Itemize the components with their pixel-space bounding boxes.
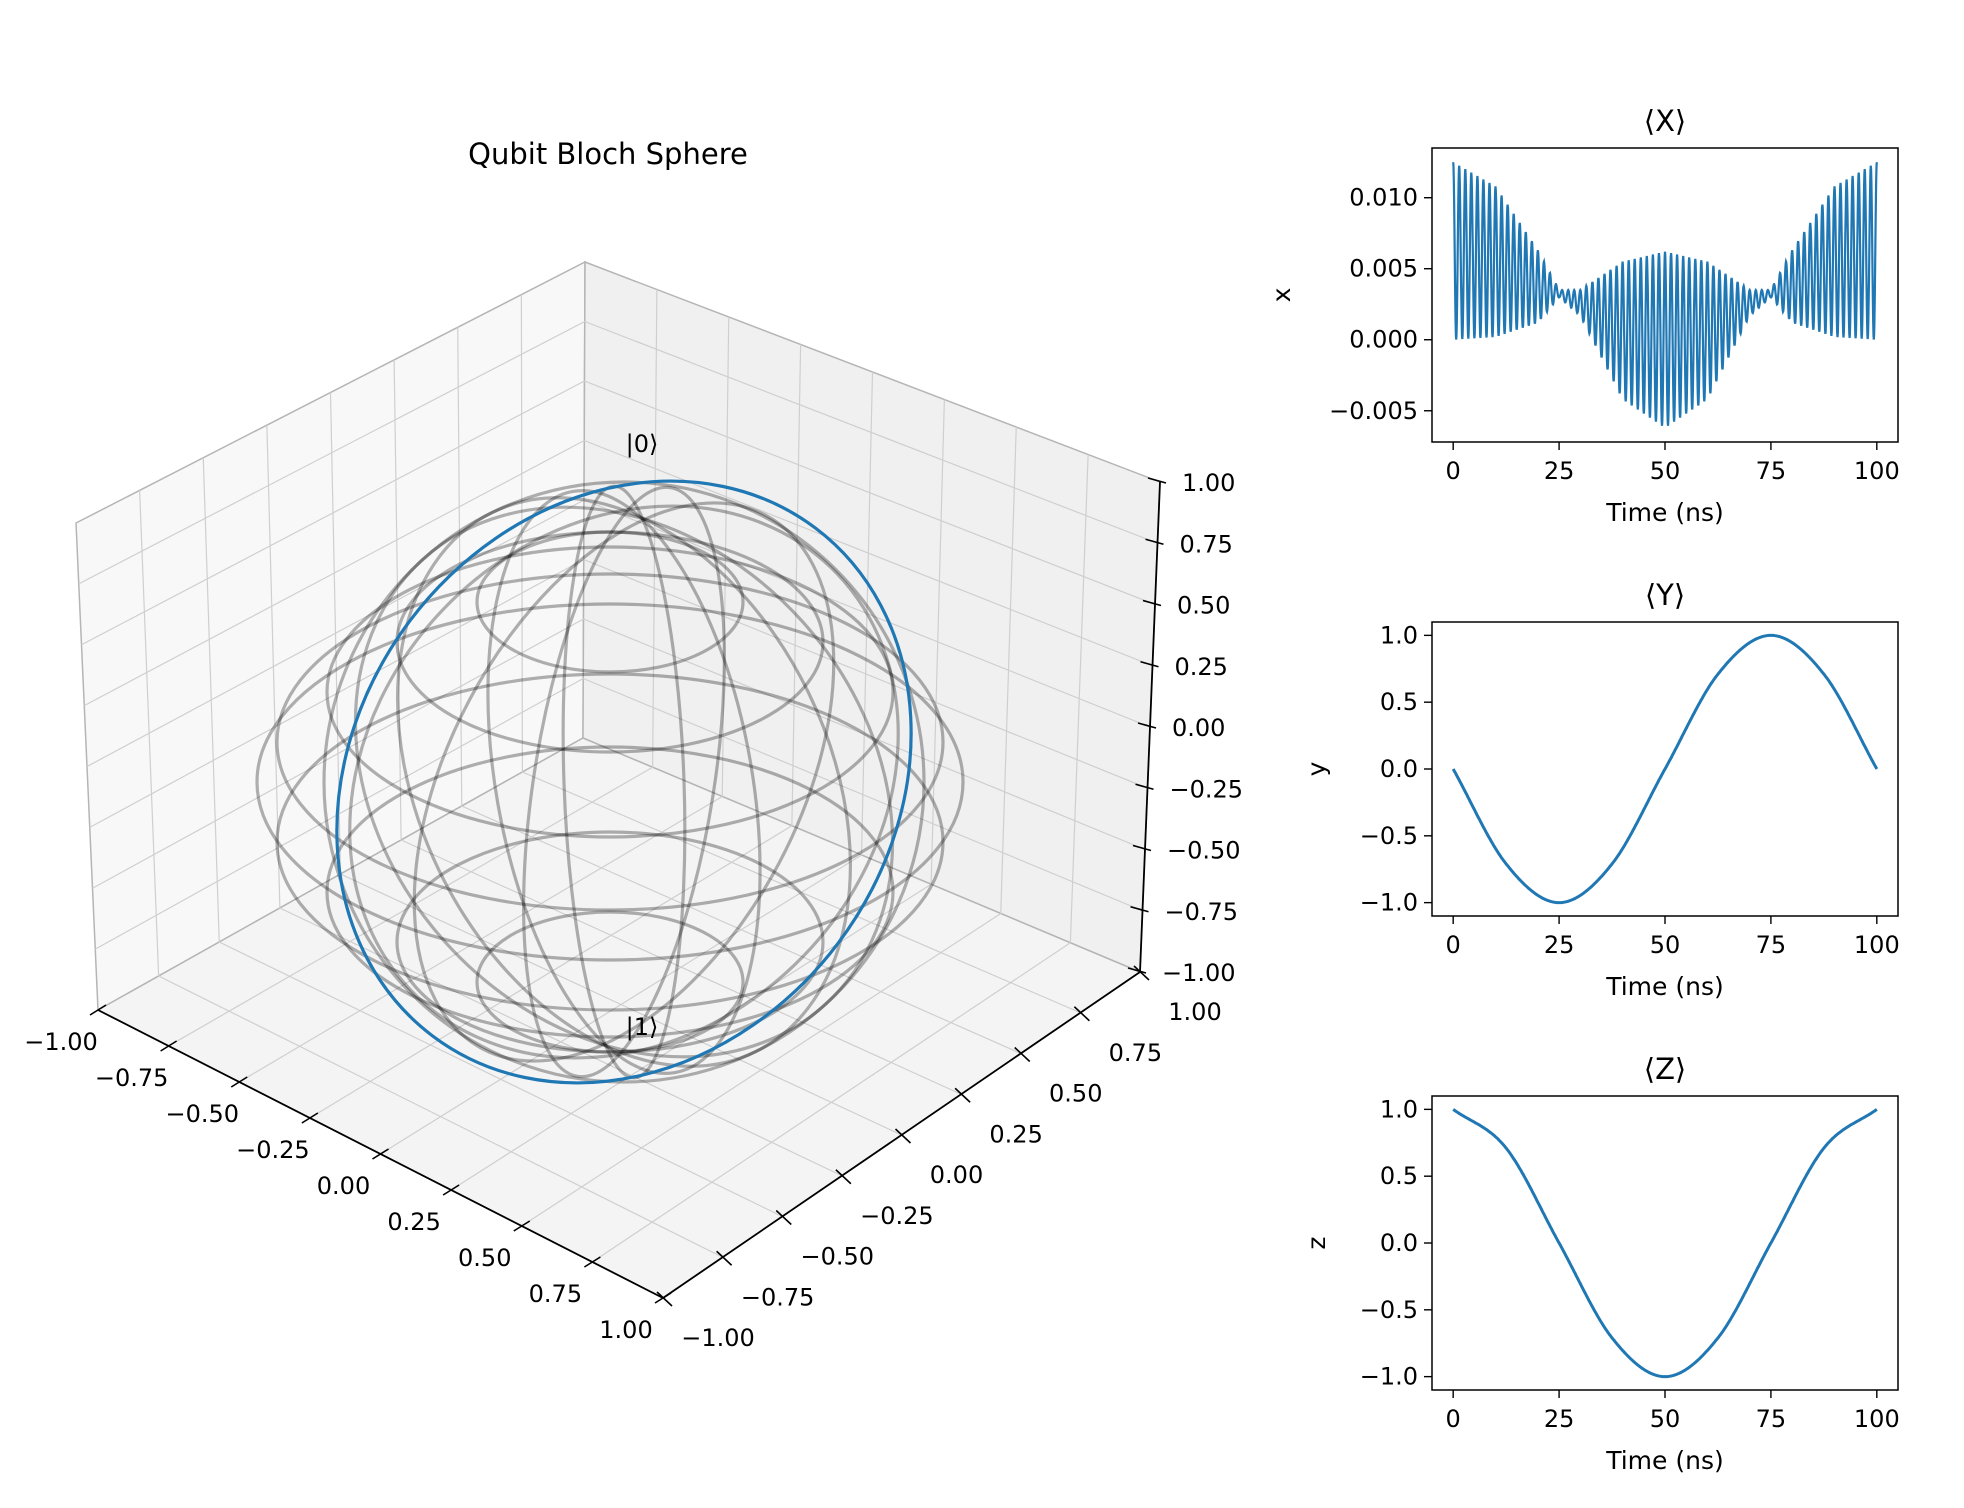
x-tick-label: 0.50 [458,1244,511,1272]
y-tick-label: −0.50 [800,1243,874,1271]
pane-gridlines [78,289,1158,1263]
pole-label-one: |1⟩ [626,1013,659,1041]
y-expectation-line [1451,633,1879,905]
y-tick-label: 0.25 [989,1120,1042,1148]
y-tick-label: −0.25 [860,1202,934,1230]
z-panel-ylabel: z [1302,1236,1331,1249]
x-panel-xlabel: Time (ns) [1605,498,1724,527]
y-tick-label: −0.5 [1360,1296,1418,1324]
y-panel-x-ticks: 0 25 50 75 100 [1446,916,1900,959]
y-panel-ylabel: y [1302,761,1331,776]
x-panel-title: ⟨X⟩ [1644,104,1687,138]
y-tick-label: −0.5 [1360,822,1418,850]
x-panel-y-ticks: −0.005 0.000 0.005 0.010 [1329,184,1432,425]
x-expectation-line [1452,162,1878,426]
x-tick-label: 75 [1756,1405,1787,1433]
y-tick-label: 1.0 [1380,1095,1418,1123]
y-tick-label: −1.00 [681,1324,755,1352]
y-panel-y-ticks: −1.0 −0.5 0.0 0.5 1.0 [1360,621,1432,917]
y-panel-title: ⟨Y⟩ [1645,578,1685,612]
y-tick-label: 0.75 [1109,1039,1162,1067]
x-tick-label: 0.00 [317,1172,370,1200]
y-tick-label: −0.75 [741,1283,815,1311]
x-tick-label: 75 [1756,931,1787,959]
y-tick-label: 1.0 [1380,621,1418,649]
z-tick-label: 0.00 [1172,714,1225,742]
y-tick-label: 0.0 [1380,1229,1418,1257]
z-tick-label: 0.75 [1180,530,1233,558]
x-tick-label: 100 [1854,931,1900,959]
x-tick-label: 0.25 [387,1208,440,1236]
x-panel-x-ticks: 0 25 50 75 100 [1446,442,1900,485]
z-panel-series [1452,1108,1878,1379]
x-tick-label: −1.00 [24,1028,98,1056]
x-tick-label: 1.00 [599,1316,652,1344]
y-tick-label: −0.005 [1329,397,1418,425]
z-tick-label: 0.25 [1175,653,1228,681]
bloch-trajectory [335,479,913,1085]
x-tick-label: −0.25 [236,1136,310,1164]
z-panel-x-ticks: 0 25 50 75 100 [1446,1390,1900,1433]
x-tick-label: 0.75 [529,1280,582,1308]
bloch-title: Qubit Bloch Sphere [468,137,748,171]
y-tick-label: 0.0 [1380,755,1418,783]
x-panel-ylabel: x [1267,288,1296,303]
y-tick-label: 0.000 [1349,326,1418,354]
z-expectation-line [1452,1108,1878,1379]
x-axis-ticks: −1.00 −0.75 −0.50 −0.250.00 0.25 0.50 0.75 1.00 [24,1004,672,1344]
z-tick-label: −0.50 [1167,837,1241,865]
x-tick-label: 50 [1650,1405,1681,1433]
x-tick-label: 0 [1446,457,1461,485]
z-panel-y-ticks: −1.0 −0.5 0.0 0.5 1.0 [1360,1095,1432,1391]
y-expectation-panel: ⟨Y⟩ Time (ns) y 0 25 50 75 100 −1.0 −0.5 0.0 0.… [1302,578,1900,1001]
x-tick-label: 50 [1650,457,1681,485]
x-expectation-panel: ⟨X⟩ Time (ns) x 0 25 50 75 100 −0.005 0.000 0.… [1267,104,1900,527]
x-tick-label: 50 [1650,931,1681,959]
x-tick-label: 100 [1854,457,1900,485]
y-tick-label: 0.5 [1380,688,1418,716]
z-panel-title: ⟨Z⟩ [1644,1052,1687,1086]
y-panel-series [1451,633,1879,905]
z-tick-label: −1.00 [1162,959,1236,987]
y-tick-label: 0.50 [1049,1080,1102,1108]
z-tick-label: 0.50 [1177,592,1230,620]
x-tick-label: 0 [1446,1405,1461,1433]
y-panel-xlabel: Time (ns) [1605,972,1724,1001]
z-axis-ticks: −1.00 −0.75 −0.50 −0.25 0.00 0.25 0.50 0.75 1.00 [1127,469,1244,987]
y-tick-label: 0.005 [1349,255,1418,283]
x-tick-label: −0.50 [165,1100,239,1128]
pole-label-zero: |0⟩ [626,430,659,458]
bloch-sphere-panel: Qubit Bloch Sphere −1.00−0.75−0.50−0.250… [24,137,1243,1352]
y-axis-ticks: −1.00 −0.75 −0.50 −0.25 0.000.250.500.751.00 [656,965,1222,1352]
z-tick-label: −0.25 [1170,775,1244,803]
x-panel-series [1452,162,1878,426]
z-panel-xlabel: Time (ns) [1605,1446,1724,1475]
z-tick-label: 1.00 [1182,469,1235,497]
x-tick-label: 25 [1544,1405,1575,1433]
z-tick-label: −0.75 [1165,898,1239,926]
y-tick-label: 0.5 [1380,1162,1418,1190]
x-tick-label: 25 [1544,931,1575,959]
x-tick-label: −0.75 [95,1064,169,1092]
y-tick-label: 0.010 [1349,184,1418,212]
x-tick-label: 25 [1544,457,1575,485]
x-tick-label: 0 [1446,931,1461,959]
y-tick-label: 1.00 [1168,998,1221,1026]
y-tick-label: −1.0 [1360,889,1418,917]
x-tick-label: 75 [1756,457,1787,485]
y-tick-label: 0.00 [930,1161,983,1189]
x-tick-label: 100 [1854,1405,1900,1433]
sphere-wireframe [255,480,965,1084]
y-tick-label: −1.0 [1360,1363,1418,1391]
z-expectation-panel: ⟨Z⟩ Time (ns) z 0 25 50 75 100 −1.0 −0.5 0.0 0.… [1302,1052,1900,1475]
